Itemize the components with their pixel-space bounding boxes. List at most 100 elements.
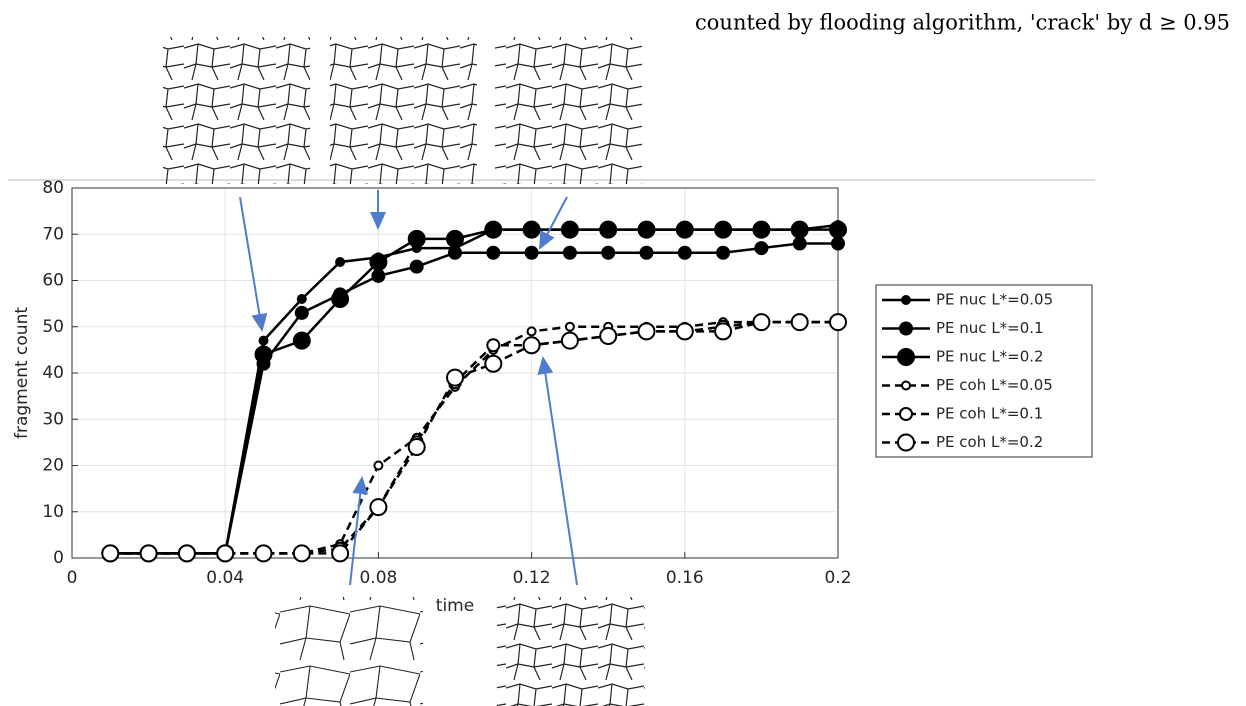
data-point bbox=[254, 345, 273, 364]
legend-label: PE nuc L*=0.1 bbox=[936, 319, 1044, 337]
legend-marker bbox=[899, 321, 913, 336]
data-point bbox=[522, 336, 541, 355]
x-tick-label: 0.2 bbox=[824, 568, 851, 588]
legend-label: PE coh L*=0.1 bbox=[936, 405, 1043, 423]
data-point bbox=[831, 236, 845, 251]
x-tick-label: 0.04 bbox=[206, 568, 244, 588]
data-point bbox=[790, 313, 809, 332]
data-point bbox=[331, 290, 350, 308]
data-point bbox=[446, 368, 464, 387]
data-point bbox=[294, 305, 309, 320]
legend-marker bbox=[901, 380, 911, 391]
x-tick-label: 0.12 bbox=[513, 568, 551, 588]
x-tick-label: 0 bbox=[67, 568, 78, 588]
arrow bbox=[349, 476, 369, 586]
data-point bbox=[829, 313, 847, 332]
data-point bbox=[752, 220, 771, 239]
data-point bbox=[177, 544, 196, 563]
y-tick-label: 70 bbox=[42, 224, 64, 244]
data-point bbox=[599, 327, 618, 345]
data-point bbox=[714, 220, 733, 239]
data-point bbox=[790, 220, 809, 239]
y-tick-label: 0 bbox=[53, 548, 64, 568]
data-point bbox=[675, 322, 694, 341]
data-point bbox=[829, 220, 847, 239]
data-point bbox=[373, 460, 384, 471]
data-point bbox=[258, 335, 269, 346]
y-tick-label: 40 bbox=[42, 363, 64, 383]
data-point bbox=[292, 331, 311, 350]
y-tick-label: 20 bbox=[42, 456, 64, 476]
data-point bbox=[484, 354, 503, 373]
data-point bbox=[407, 438, 426, 456]
crack-image bbox=[330, 37, 477, 184]
data-point bbox=[139, 544, 158, 563]
data-point bbox=[526, 326, 537, 337]
data-point bbox=[446, 229, 464, 248]
data-point bbox=[254, 544, 273, 563]
crack-image bbox=[497, 597, 645, 706]
legend-label: PE nuc L*=0.05 bbox=[936, 291, 1053, 309]
legend bbox=[875, 284, 1093, 458]
data-point bbox=[677, 245, 692, 260]
crack-image bbox=[275, 597, 423, 706]
data-point bbox=[486, 245, 501, 260]
data-point bbox=[296, 294, 307, 304]
data-point bbox=[216, 544, 235, 563]
legend-marker bbox=[897, 433, 915, 452]
plot-area: 0 10 20 30 40 50 60 70 80 0 0.04 0.08 0.12 0.16 0.2 bbox=[42, 178, 851, 588]
legend-label: PE nuc L*=0.2 bbox=[936, 348, 1044, 366]
data-point bbox=[564, 321, 575, 332]
data-point bbox=[714, 322, 733, 341]
data-point bbox=[639, 245, 654, 260]
data-point bbox=[716, 245, 731, 260]
data-point bbox=[637, 322, 656, 341]
arrow bbox=[539, 196, 568, 250]
data-point bbox=[407, 229, 426, 248]
legend-marker bbox=[901, 295, 911, 305]
data-point bbox=[524, 245, 539, 260]
data-point bbox=[331, 544, 350, 563]
legend-marker bbox=[899, 407, 913, 421]
legend-marker bbox=[897, 348, 915, 366]
arrow bbox=[239, 196, 268, 332]
data-point bbox=[560, 220, 579, 239]
data-point bbox=[371, 268, 386, 283]
legend-label: PE coh L*=0.05 bbox=[936, 376, 1053, 394]
data-point bbox=[486, 338, 501, 353]
legend-label: PE coh L*=0.2 bbox=[936, 433, 1043, 451]
data-point bbox=[369, 498, 388, 517]
crack-image bbox=[495, 37, 642, 184]
annotation: counted by flooding algorithm, 'crack' b… bbox=[695, 11, 1230, 35]
data-point bbox=[448, 245, 462, 260]
data-point bbox=[335, 257, 346, 267]
data-point bbox=[562, 245, 577, 260]
data-point bbox=[484, 220, 503, 239]
x-tick-label: 0.08 bbox=[359, 568, 397, 588]
data-point bbox=[101, 544, 120, 563]
y-tick-label: 10 bbox=[42, 502, 64, 522]
data-point bbox=[675, 220, 694, 239]
data-point bbox=[601, 245, 616, 260]
data-point bbox=[369, 253, 388, 271]
y-tick-label: 80 bbox=[42, 178, 64, 198]
data-point bbox=[637, 220, 656, 239]
y-tick-label: 60 bbox=[42, 271, 64, 291]
data-point bbox=[792, 236, 807, 251]
arrow bbox=[537, 356, 578, 586]
data-point bbox=[599, 220, 618, 239]
y-tick-label: 30 bbox=[42, 409, 64, 429]
data-point bbox=[754, 241, 769, 256]
crack-image bbox=[163, 37, 310, 184]
y-axis-label: fragment count bbox=[12, 307, 32, 439]
data-point bbox=[292, 544, 311, 563]
x-axis-label: time bbox=[436, 596, 474, 616]
y-tick-label: 50 bbox=[42, 317, 64, 337]
x-tick-label: 0.16 bbox=[666, 568, 704, 588]
data-point bbox=[560, 331, 579, 350]
data-point bbox=[409, 259, 424, 274]
plot-frame bbox=[71, 187, 839, 559]
data-point bbox=[522, 220, 541, 239]
